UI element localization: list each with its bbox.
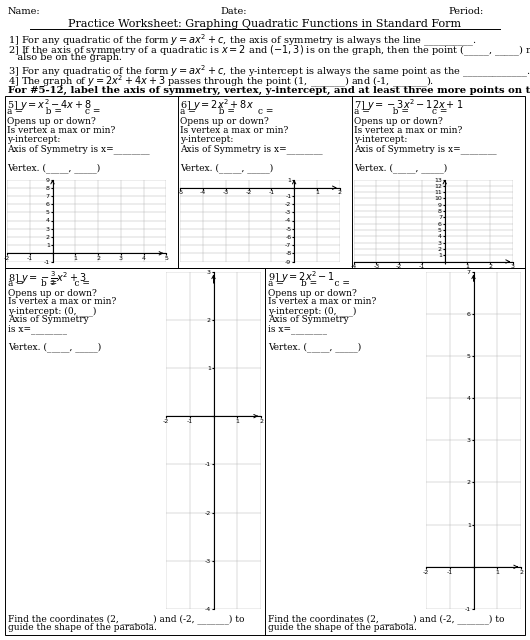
Text: Vertex. (_____, _____): Vertex. (_____, _____) <box>268 342 361 352</box>
Text: 3] For any quadratic of the form $y = ax^2 + c$, the y-intercept is always the s: 3] For any quadratic of the form $y = ax… <box>8 63 530 79</box>
Bar <box>5 268 525 635</box>
Text: 4] The graph of $y = 2x^2 + 4x + 3$ passes through the point (1, _______) and (-: 4] The graph of $y = 2x^2 + 4x + 3$ pass… <box>8 74 434 90</box>
Bar <box>5 95 525 268</box>
Text: 2] If the axis of symmetry of a quadratic is $x = 2$ and $(-1, 3)$ is on the gra: 2] If the axis of symmetry of a quadrati… <box>8 44 530 58</box>
Text: Practice Worksheet: Graphing Quadratic Functions in Standard Form: Practice Worksheet: Graphing Quadratic F… <box>68 19 462 29</box>
Text: y-intercept:: y-intercept: <box>180 135 234 144</box>
Text: 6] $y = 2x^2 + 8x$: 6] $y = 2x^2 + 8x$ <box>180 97 254 113</box>
Text: Opens up or down?: Opens up or down? <box>354 116 443 125</box>
Text: Opens up or down?: Opens up or down? <box>180 116 269 125</box>
Text: Is vertex a max or min?: Is vertex a max or min? <box>7 126 115 135</box>
Text: Name:: Name: <box>8 7 41 16</box>
Text: a =      b =      c =: a = b = c = <box>8 280 90 289</box>
Text: y-intercept: (0, ___): y-intercept: (0, ___) <box>8 307 96 316</box>
Text: Period:: Period: <box>448 7 483 16</box>
Text: Find the coordinates (2, _______) and (-2, _______) to: Find the coordinates (2, _______) and (-… <box>268 614 505 624</box>
Text: Is vertex a max or min?: Is vertex a max or min? <box>354 126 462 135</box>
Text: guide the shape of the parabola.: guide the shape of the parabola. <box>8 623 157 632</box>
Text: Find the coordinates (2, _______) and (-2, _______) to: Find the coordinates (2, _______) and (-… <box>8 614 244 624</box>
Text: a =        b =        c =: a = b = c = <box>7 108 100 116</box>
Text: Vertex. (_____, _____): Vertex. (_____, _____) <box>180 163 273 173</box>
Text: Axis of Symmetry is x=________: Axis of Symmetry is x=________ <box>354 144 496 154</box>
Text: 1] For any quadratic of the form $y = ax^2 + c$, the axis of symmetry is always : 1] For any quadratic of the form $y = ax… <box>8 33 476 49</box>
Text: For #5-12, label the axis of symmetry, vertex, y-intercept, and at least three m: For #5-12, label the axis of symmetry, v… <box>8 86 530 95</box>
Text: Axis of Symmetry: Axis of Symmetry <box>268 316 349 324</box>
Text: is x=________: is x=________ <box>8 324 67 334</box>
Text: y-intercept:: y-intercept: <box>354 135 407 144</box>
Text: Axis of Symmetry: Axis of Symmetry <box>8 316 89 324</box>
Text: Is vertex a max or min?: Is vertex a max or min? <box>8 298 116 307</box>
Text: guide the shape of the parabola.: guide the shape of the parabola. <box>268 623 417 632</box>
Text: Axis of Symmetry is x=________: Axis of Symmetry is x=________ <box>7 144 149 154</box>
Text: Vertex. (_____, _____): Vertex. (_____, _____) <box>354 163 447 173</box>
Text: Vertex. (_____, _____): Vertex. (_____, _____) <box>7 163 100 173</box>
Text: Date:: Date: <box>220 7 246 16</box>
Text: a =        b =        c =: a = b = c = <box>354 108 447 116</box>
Text: Is vertex a max or min?: Is vertex a max or min? <box>268 298 376 307</box>
Text: y-intercept:: y-intercept: <box>7 135 60 144</box>
Text: also be on the graph.: also be on the graph. <box>8 53 122 62</box>
Text: y-intercept: (0, ___): y-intercept: (0, ___) <box>268 307 356 316</box>
Text: a =        b =        c =: a = b = c = <box>180 108 273 116</box>
Text: a =      b =      c =: a = b = c = <box>268 280 350 289</box>
Text: Is vertex a max or min?: Is vertex a max or min? <box>180 126 288 135</box>
Text: Vertex. (_____, _____): Vertex. (_____, _____) <box>8 342 101 352</box>
Text: Opens up or down?: Opens up or down? <box>268 289 357 298</box>
Text: 8] $y = -\frac{3}{2}x^2 + 3$: 8] $y = -\frac{3}{2}x^2 + 3$ <box>8 269 86 288</box>
Text: 7] $y = -3x^2 - 12x + 1$: 7] $y = -3x^2 - 12x + 1$ <box>354 97 463 113</box>
Text: Opens up or down?: Opens up or down? <box>7 116 96 125</box>
Text: Opens up or down?: Opens up or down? <box>8 289 97 298</box>
Text: is x=________: is x=________ <box>268 324 327 334</box>
Text: 9] $y = 2x^2 - 1$: 9] $y = 2x^2 - 1$ <box>268 269 335 285</box>
Text: Axis of Symmetry is x=________: Axis of Symmetry is x=________ <box>180 144 323 154</box>
Text: 5] $y = x^2 - 4x + 8$: 5] $y = x^2 - 4x + 8$ <box>7 97 92 113</box>
